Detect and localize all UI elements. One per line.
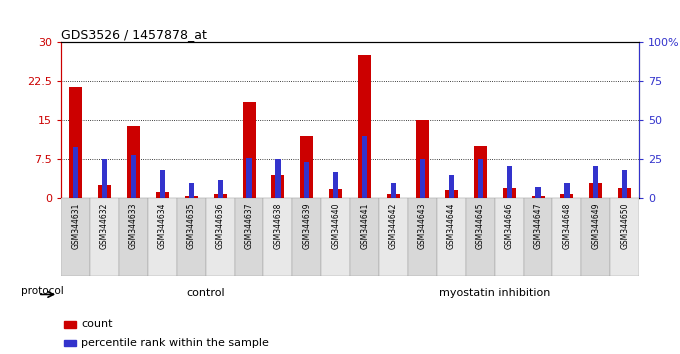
Text: GSM344637: GSM344637 bbox=[245, 202, 254, 249]
Text: GSM344650: GSM344650 bbox=[620, 202, 629, 249]
FancyBboxPatch shape bbox=[408, 198, 437, 276]
Text: GSM344646: GSM344646 bbox=[505, 202, 513, 249]
FancyBboxPatch shape bbox=[350, 198, 379, 276]
Bar bbox=[304, 162, 309, 198]
Text: GSM344640: GSM344640 bbox=[331, 202, 340, 249]
Bar bbox=[333, 172, 339, 198]
FancyBboxPatch shape bbox=[466, 198, 494, 276]
Bar bbox=[243, 102, 256, 198]
Bar bbox=[387, 194, 400, 198]
Bar bbox=[593, 166, 598, 198]
FancyBboxPatch shape bbox=[437, 198, 466, 276]
Bar bbox=[64, 321, 75, 328]
Text: GSM344634: GSM344634 bbox=[158, 202, 167, 249]
Bar bbox=[64, 340, 75, 346]
Text: GSM344639: GSM344639 bbox=[303, 202, 311, 249]
Bar bbox=[160, 170, 165, 198]
FancyBboxPatch shape bbox=[177, 198, 205, 276]
Text: myostatin inhibition: myostatin inhibition bbox=[439, 288, 550, 298]
Bar bbox=[127, 126, 140, 198]
FancyBboxPatch shape bbox=[321, 198, 350, 276]
FancyBboxPatch shape bbox=[379, 198, 408, 276]
Text: GSM344638: GSM344638 bbox=[273, 202, 282, 249]
Text: GSM344649: GSM344649 bbox=[592, 202, 600, 249]
Text: GSM344645: GSM344645 bbox=[476, 202, 485, 249]
Bar bbox=[532, 196, 545, 198]
Bar bbox=[246, 158, 252, 198]
FancyBboxPatch shape bbox=[581, 198, 610, 276]
Text: GSM344647: GSM344647 bbox=[534, 202, 543, 249]
Bar bbox=[477, 159, 483, 198]
Text: GSM344643: GSM344643 bbox=[418, 202, 427, 249]
Bar bbox=[329, 189, 342, 198]
Bar bbox=[445, 190, 458, 198]
Bar bbox=[301, 136, 313, 198]
Bar bbox=[185, 196, 198, 198]
Bar bbox=[590, 183, 602, 198]
Bar bbox=[564, 183, 570, 198]
Text: count: count bbox=[82, 319, 113, 330]
Bar bbox=[622, 170, 628, 198]
Bar bbox=[391, 183, 396, 198]
Bar bbox=[618, 188, 631, 198]
Bar bbox=[560, 194, 573, 198]
Bar bbox=[503, 188, 515, 198]
Text: GSM344635: GSM344635 bbox=[187, 202, 196, 249]
Text: GSM344636: GSM344636 bbox=[216, 202, 224, 249]
Bar bbox=[188, 183, 194, 198]
Bar bbox=[218, 179, 223, 198]
Bar bbox=[507, 166, 512, 198]
Text: GSM344648: GSM344648 bbox=[562, 202, 571, 249]
Text: GSM344631: GSM344631 bbox=[71, 202, 80, 249]
Text: GSM344641: GSM344641 bbox=[360, 202, 369, 249]
Text: percentile rank within the sample: percentile rank within the sample bbox=[82, 338, 269, 348]
FancyBboxPatch shape bbox=[90, 198, 119, 276]
FancyBboxPatch shape bbox=[292, 198, 321, 276]
FancyBboxPatch shape bbox=[205, 198, 235, 276]
Bar bbox=[362, 136, 367, 198]
Bar bbox=[474, 146, 487, 198]
Bar bbox=[416, 120, 429, 198]
Text: GSM344633: GSM344633 bbox=[129, 202, 138, 249]
Text: GSM344632: GSM344632 bbox=[100, 202, 109, 249]
Bar bbox=[98, 185, 111, 198]
Bar bbox=[535, 187, 541, 198]
FancyBboxPatch shape bbox=[148, 198, 177, 276]
Text: GSM344642: GSM344642 bbox=[389, 202, 398, 249]
Bar bbox=[214, 194, 226, 198]
Bar bbox=[156, 192, 169, 198]
Text: GSM344644: GSM344644 bbox=[447, 202, 456, 249]
Bar bbox=[271, 175, 284, 198]
FancyBboxPatch shape bbox=[235, 198, 263, 276]
Bar bbox=[420, 159, 425, 198]
Text: protocol: protocol bbox=[22, 286, 64, 296]
Bar bbox=[131, 155, 136, 198]
FancyBboxPatch shape bbox=[263, 198, 292, 276]
FancyBboxPatch shape bbox=[494, 198, 524, 276]
FancyBboxPatch shape bbox=[524, 198, 552, 276]
FancyBboxPatch shape bbox=[610, 198, 639, 276]
Bar bbox=[69, 87, 82, 198]
Text: control: control bbox=[186, 288, 225, 298]
Bar bbox=[275, 159, 281, 198]
FancyBboxPatch shape bbox=[119, 198, 148, 276]
Bar bbox=[358, 56, 371, 198]
Bar bbox=[449, 175, 454, 198]
Bar bbox=[73, 147, 78, 198]
Text: GDS3526 / 1457878_at: GDS3526 / 1457878_at bbox=[61, 28, 207, 41]
FancyBboxPatch shape bbox=[61, 198, 90, 276]
FancyBboxPatch shape bbox=[552, 198, 581, 276]
Bar bbox=[102, 159, 107, 198]
